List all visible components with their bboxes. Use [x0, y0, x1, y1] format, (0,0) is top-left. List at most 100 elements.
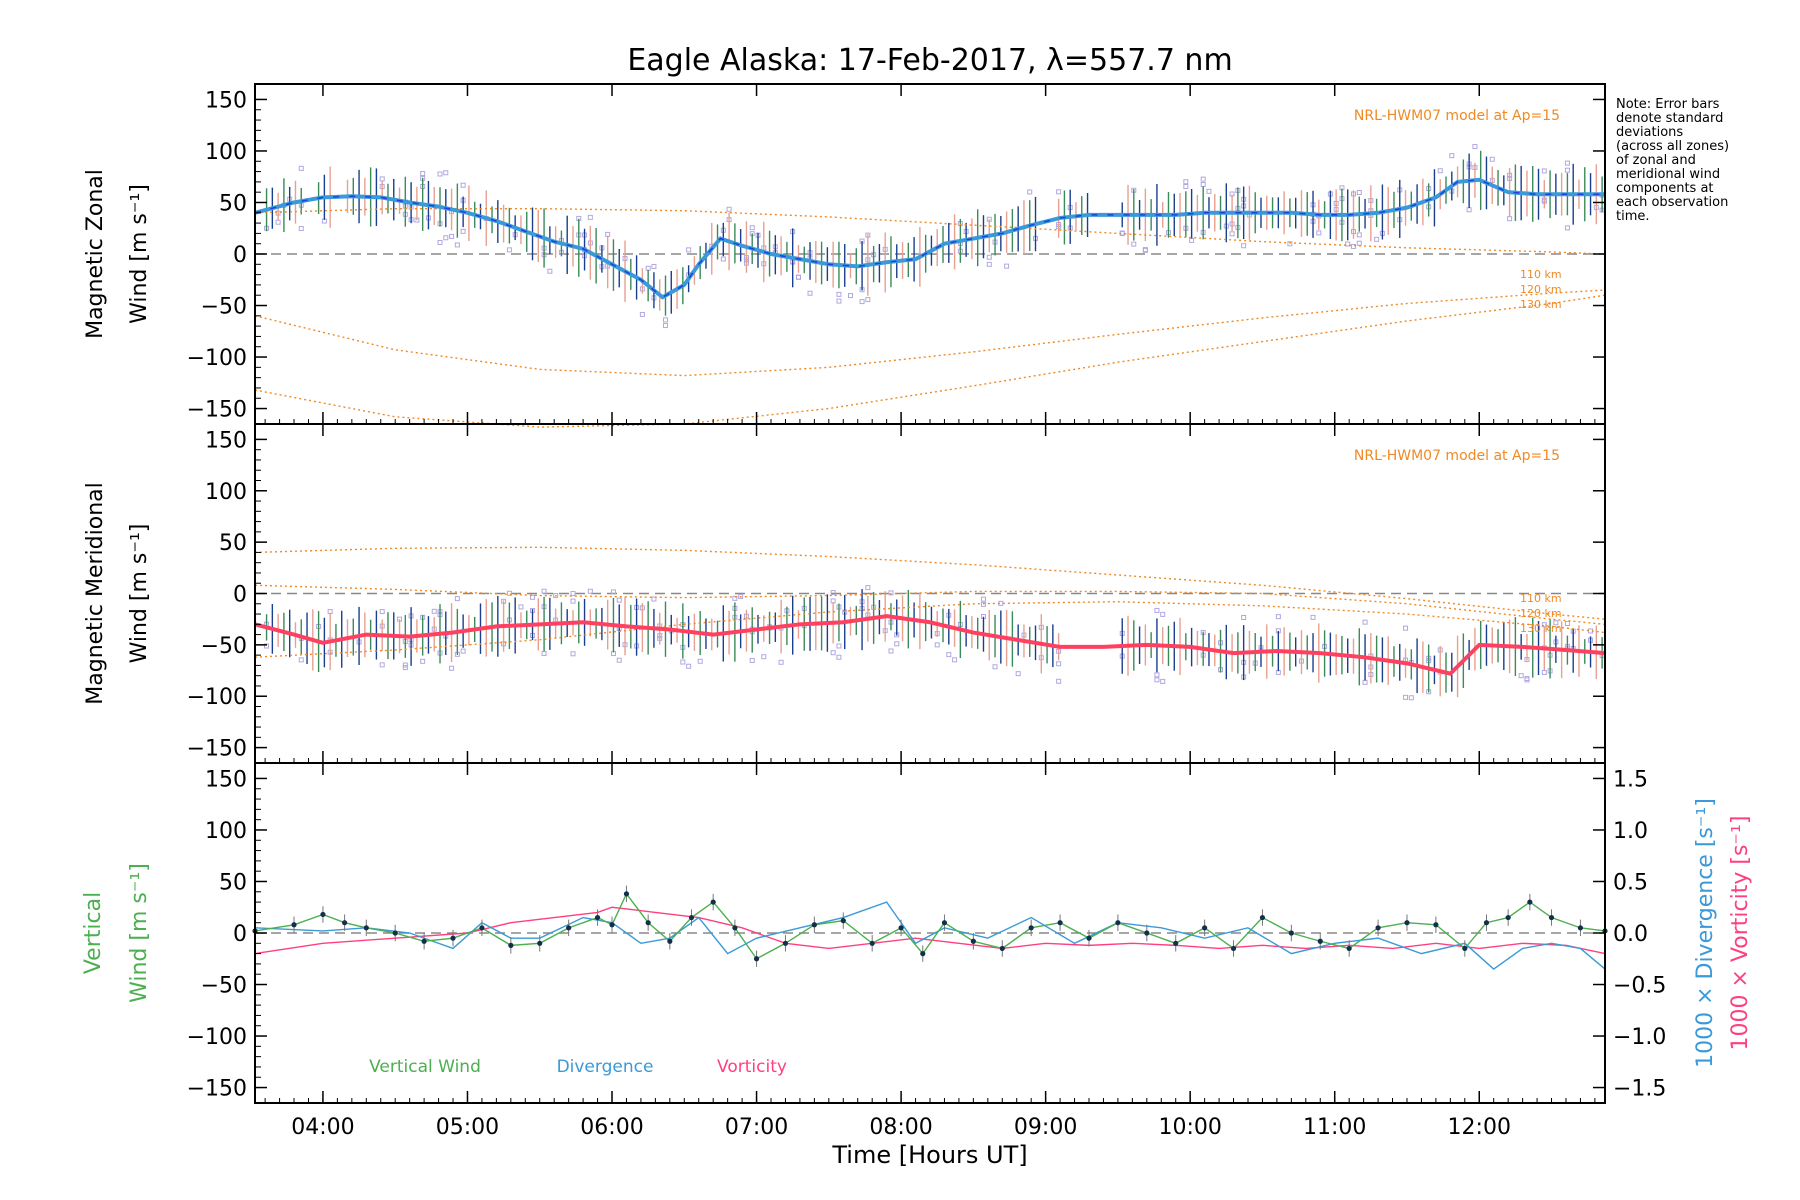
vertical-wind-point: [1483, 920, 1490, 926]
vertical-wind-points: [252, 885, 1608, 967]
scatter-point: [836, 291, 842, 297]
y-axis-label-line2: Wind [m s⁻¹]: [127, 184, 152, 324]
scatter-point: [443, 235, 449, 241]
scatter-point: [686, 663, 692, 669]
y-tick-label: −150: [187, 737, 247, 762]
vertical-wind-point: [1505, 914, 1511, 921]
scatter-point: [1310, 614, 1316, 620]
scatter-point: [402, 662, 408, 668]
x-tick-label: 09:00: [1014, 1115, 1077, 1140]
legend-item: Vertical Wind: [369, 1057, 481, 1077]
note-line-4: (across all zones): [1616, 139, 1729, 154]
scatter-point: [570, 591, 576, 597]
model-altitude-label: 130 km: [1520, 622, 1562, 635]
vertical-wind-point: [1028, 925, 1034, 931]
scatter-point: [662, 323, 668, 329]
model-curve-1: [254, 207, 1606, 255]
scatter-point: [1200, 182, 1206, 188]
y-tick-label: 100: [205, 480, 247, 505]
x-axis-label: Time [Hours UT]: [831, 1141, 1027, 1169]
scatter-point: [1408, 695, 1414, 701]
x-tick-label: 07:00: [725, 1115, 788, 1140]
scatter-point: [749, 225, 755, 231]
scatter-point: [553, 593, 559, 599]
divergence-line: [254, 901, 1606, 970]
vertical-wind-point: [1404, 920, 1410, 926]
y-axis: 150 100 50 0 −50 −100 −150: [187, 428, 1605, 762]
model-curves: [254, 207, 1606, 428]
model-altitude-label: 120 km: [1520, 283, 1562, 296]
y-tick-label: 50: [219, 870, 247, 895]
x-tick-label: 04:00: [291, 1115, 354, 1140]
vertical-wind-point: [1115, 920, 1121, 926]
scatter-point: [836, 298, 842, 304]
y-tick-label: −100: [187, 346, 247, 371]
right-tick-label: −1.5: [1613, 1077, 1666, 1102]
scatter-point: [541, 588, 547, 594]
scatter-point: [1142, 247, 1148, 253]
scatter-point: [443, 170, 449, 176]
scatter-point: [1564, 167, 1570, 173]
scatter-point: [952, 657, 958, 663]
y-tick-label: 0: [233, 922, 247, 947]
y-axis-label-line2: Wind [m s⁻¹]: [127, 863, 152, 1003]
scatter-point: [651, 596, 657, 602]
scatter-point: [1131, 241, 1137, 247]
scatter-point: [454, 242, 460, 248]
scatter-point: [1507, 216, 1513, 222]
note-line-5: of zonal and: [1616, 153, 1696, 168]
scatter-point: [1183, 184, 1189, 190]
vertical-wind-point: [392, 930, 398, 936]
scatter-point: [454, 596, 460, 602]
scatter-point: [1403, 694, 1409, 700]
y-tick-label: −50: [201, 295, 247, 320]
scatter-point: [680, 659, 686, 665]
model-altitude-label: 120 km: [1520, 607, 1562, 620]
vertical-wind-point: [732, 925, 738, 931]
error-bars: [265, 589, 1603, 698]
right-tick-label: 0.0: [1613, 922, 1648, 947]
panel-meridional: NRL-HWM07 model at Ap=15 110 km 120 km 130 …: [83, 423, 1606, 764]
scatter-point: [449, 233, 455, 239]
right-tick-label: 1.0: [1613, 819, 1648, 844]
scatter-point: [980, 596, 986, 602]
y-axis-label-line1: Magnetic Zonal: [83, 169, 108, 339]
vertical-wind-line: [254, 892, 1606, 960]
x-tick-label: 08:00: [869, 1115, 932, 1140]
vertical-wind-point: [623, 891, 630, 897]
vertical-wind-point: [1527, 899, 1533, 905]
model-label: NRL-HWM07 model at Ap=15: [1354, 108, 1560, 124]
model-label: NRL-HWM07 model at Ap=15: [1354, 448, 1560, 464]
scatter-point: [1356, 189, 1362, 195]
panels: NRL-HWM07 model at Ap=15 110 km 120 km 130 …: [81, 83, 1753, 1140]
vertical-wind-point: [1230, 945, 1237, 952]
scatter-point: [894, 641, 900, 647]
scatter-point: [1183, 179, 1189, 185]
scatter-point: [1449, 153, 1455, 159]
vertical-wind-point: [1375, 925, 1381, 931]
scatter-point: [431, 608, 437, 614]
scatter-point: [807, 290, 813, 296]
right-tick-label: −1.0: [1613, 1025, 1666, 1050]
scatter-point: [1524, 675, 1530, 681]
scatter-point: [992, 664, 998, 670]
y-tick-label: −100: [187, 685, 247, 710]
note-line-3: deviations: [1616, 125, 1683, 140]
scatter-point: [1241, 615, 1247, 621]
scatter-point: [570, 598, 576, 604]
vertical-wind-point: [970, 938, 976, 944]
scatter-point: [264, 643, 270, 649]
scatter-point: [298, 657, 304, 663]
scatter-point: [379, 662, 385, 668]
scatter-point: [1154, 607, 1160, 613]
scatter-point: [379, 176, 385, 182]
scatter-points: [264, 144, 1605, 329]
y-tick-label: −100: [187, 1025, 247, 1050]
scatter-point: [587, 588, 593, 594]
vertical-wind-point: [1462, 945, 1468, 952]
scatter-point: [1345, 241, 1351, 247]
scatter-point: [651, 263, 657, 269]
vertical-wind-point: [869, 940, 875, 946]
y-tick-label: 0: [233, 583, 247, 608]
